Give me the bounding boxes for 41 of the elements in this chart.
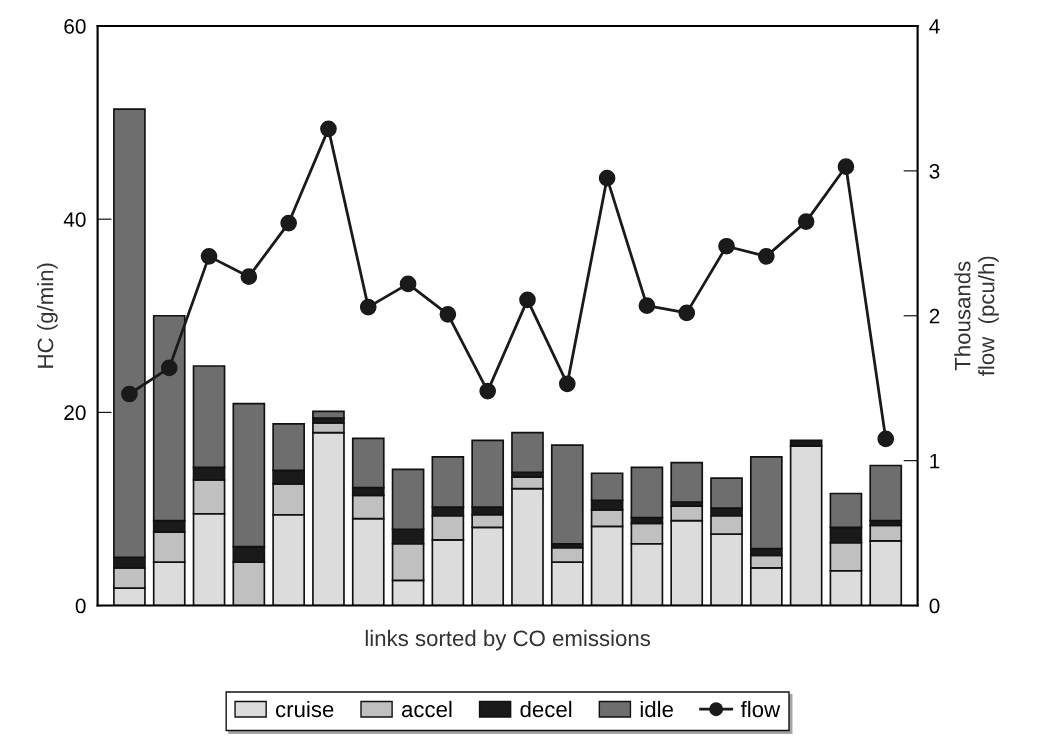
- point: [320, 120, 337, 138]
- point: [160, 359, 178, 377]
- legend-label: accel: [401, 700, 452, 718]
- legend-label: idle: [640, 700, 673, 718]
- legend-label: cruise: [276, 700, 334, 718]
- y-tick-label: 40: [63, 212, 86, 227]
- point: [797, 213, 815, 230]
- point: [837, 158, 855, 175]
- y2-tick-label: 2: [929, 308, 940, 324]
- y2-tick-label: 3: [929, 163, 940, 179]
- point: [877, 430, 895, 448]
- y-tick-label: 0: [75, 598, 86, 614]
- point: [439, 305, 457, 323]
- bar: [670, 461, 704, 504]
- y-tick-label: 20: [64, 405, 86, 421]
- point: [678, 304, 696, 322]
- bar: [511, 431, 544, 474]
- bar: [550, 444, 584, 545]
- point: [598, 169, 616, 187]
- point: [399, 275, 417, 293]
- y2-tick-label: 0: [929, 598, 940, 614]
- point: [718, 237, 735, 255]
- point: [479, 382, 497, 400]
- bar: [869, 464, 903, 522]
- point: [359, 298, 377, 316]
- point: [519, 291, 536, 309]
- y-tick-label: 60: [64, 19, 86, 34]
- point: [558, 375, 576, 393]
- y2-axis-title: Thousands flow (pcu/h): [954, 256, 999, 376]
- y2-tick-label: 4: [929, 19, 940, 34]
- point: [200, 248, 218, 265]
- legend-label: flow: [740, 700, 781, 718]
- point: [757, 248, 775, 265]
- point: [638, 297, 656, 314]
- y2-tick-label: 1: [930, 453, 940, 469]
- y-axis-title: HC (g/min): [37, 263, 58, 368]
- legend-label: decel: [520, 700, 572, 718]
- point: [280, 214, 297, 232]
- point: [121, 385, 138, 403]
- point: [240, 268, 258, 285]
- x-axis-title: links sorted by CO emissions: [365, 629, 651, 651]
